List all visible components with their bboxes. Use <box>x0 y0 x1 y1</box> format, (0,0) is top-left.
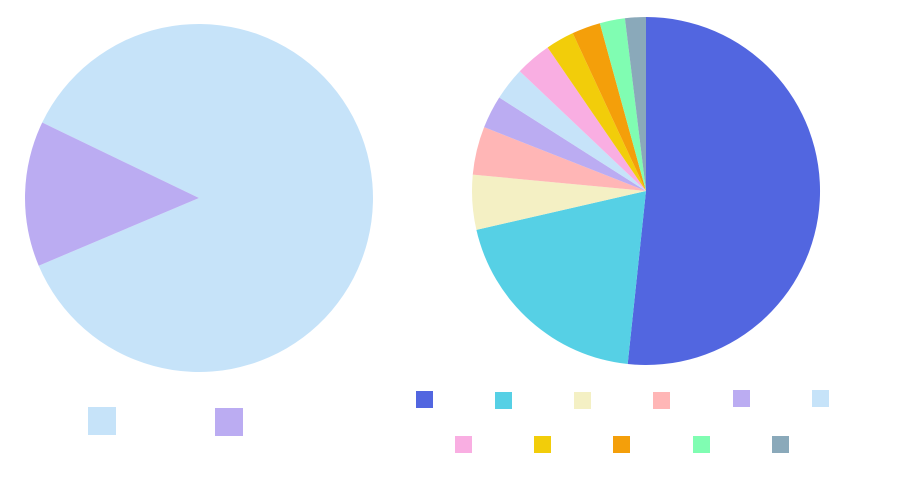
pie-2-slice-4[interactable] <box>472 127 646 191</box>
pie-2-slice-8[interactable] <box>547 33 646 192</box>
legend-swatch <box>574 392 591 409</box>
pie-2-slice-11[interactable] <box>624 17 646 191</box>
pie-chart-1 <box>24 24 373 373</box>
pie-1-slice-2[interactable] <box>24 122 199 266</box>
legend-swatch <box>495 392 512 409</box>
legend-item-2-10[interactable] <box>693 436 714 453</box>
legend-swatch <box>88 407 116 435</box>
pie-1-slice-1[interactable] <box>38 24 373 373</box>
legend-swatch <box>534 436 551 453</box>
legend-item-2-11[interactable] <box>772 436 793 453</box>
legend-item-2-6[interactable] <box>812 390 833 407</box>
legend-item-2-5[interactable] <box>733 390 754 407</box>
pie-2-slice-9[interactable] <box>572 23 646 192</box>
legend-swatch <box>653 392 670 409</box>
legend-swatch <box>215 408 243 436</box>
pie-2-slice-2[interactable] <box>476 191 646 365</box>
pie-2-slice-6[interactable] <box>499 71 646 191</box>
pie-2-slice-3[interactable] <box>471 174 646 230</box>
legend-swatch <box>693 436 710 453</box>
pie-2-slice-5[interactable] <box>484 97 646 192</box>
legend-item-2-1[interactable] <box>416 391 437 408</box>
pie-2-slice-7[interactable] <box>519 47 646 191</box>
legend-item-1-2[interactable] <box>215 408 247 436</box>
legend-item-2-4[interactable] <box>653 392 674 409</box>
pie-2-slice-10[interactable] <box>599 18 646 192</box>
legend-item-2-8[interactable] <box>534 436 555 453</box>
legend-swatch <box>416 391 433 408</box>
legend-swatch <box>812 390 829 407</box>
pie-2-slice-1[interactable] <box>627 16 821 366</box>
legend-item-2-9[interactable] <box>613 436 634 453</box>
legend-swatch <box>613 436 630 453</box>
legend-item-2-2[interactable] <box>495 392 516 409</box>
legend-item-2-7[interactable] <box>455 436 476 453</box>
legend-swatch <box>733 390 750 407</box>
legend-item-1-1[interactable] <box>88 407 120 435</box>
legend-item-2-3[interactable] <box>574 392 595 409</box>
pie-chart-2 <box>471 16 821 366</box>
legend-swatch <box>772 436 789 453</box>
legend-swatch <box>455 436 472 453</box>
